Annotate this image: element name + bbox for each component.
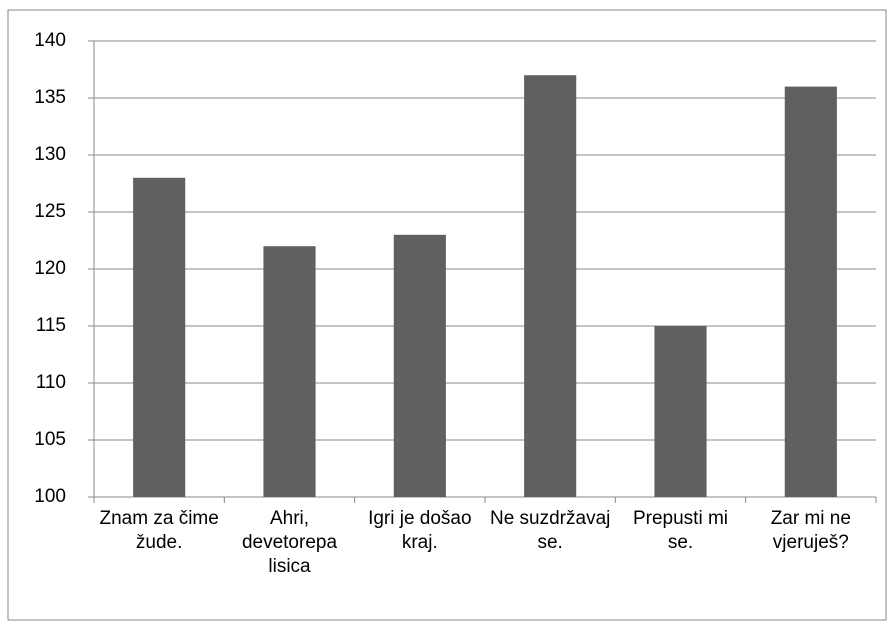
x-tick-label: Zar mi ne vjeruješ? bbox=[770, 508, 851, 553]
bar bbox=[393, 234, 446, 498]
y-tick-label: 125 bbox=[34, 201, 66, 222]
bar bbox=[263, 246, 316, 497]
y-tick-label: 115 bbox=[36, 315, 66, 336]
bar bbox=[133, 177, 186, 498]
bar bbox=[524, 75, 577, 497]
y-tick-label: 120 bbox=[34, 258, 66, 279]
x-tick-label: Znam za čime žude. bbox=[99, 508, 219, 553]
x-tick-label: Ahri, devetorepa lisica bbox=[241, 508, 338, 577]
y-tick-label: 140 bbox=[34, 30, 66, 51]
y-tick-label: 135 bbox=[34, 87, 66, 108]
x-tick-label: Igri je došao kraj. bbox=[368, 508, 472, 553]
y-tick-label: 130 bbox=[34, 144, 66, 165]
x-tick-label: Prepusti mi se. bbox=[632, 508, 728, 553]
y-tick-label: 110 bbox=[36, 372, 66, 393]
y-tick-label: 100 bbox=[34, 486, 66, 507]
bar bbox=[654, 326, 707, 497]
bar bbox=[784, 86, 837, 497]
x-tick-label: Ne suzdržavaj se. bbox=[489, 508, 611, 553]
y-tick-label: 105 bbox=[34, 429, 66, 450]
